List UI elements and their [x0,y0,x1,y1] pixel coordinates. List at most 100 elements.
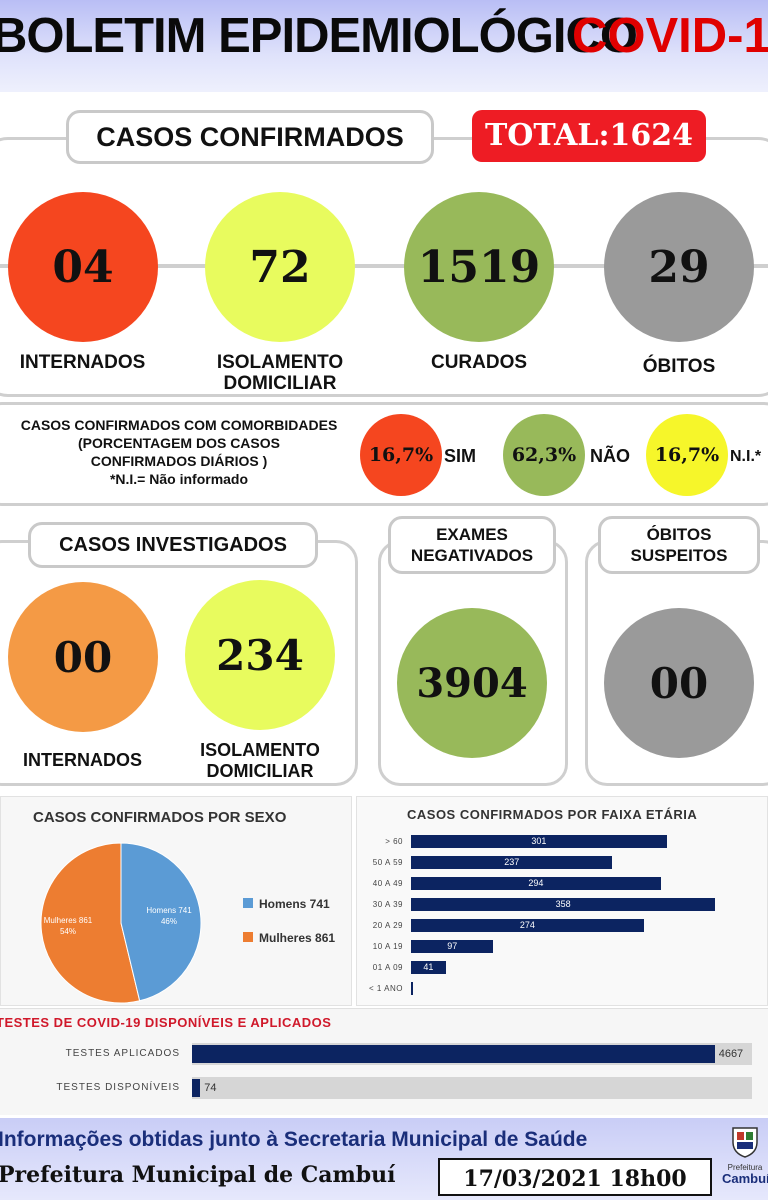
investigated-heading: CASOS INVESTIGADOS [28,522,318,568]
footer-logo: Prefeitura Cambuí [722,1124,768,1198]
pie-slice-homens [120,842,202,1002]
comorbid-ni-circle: 16,7% [646,414,728,496]
investigated-isolamento-circle: 234 [185,580,335,730]
negatives-value: 3904 [416,659,528,707]
investigated-isolamento-label1: ISOLAMENTO [200,740,320,760]
age-chart-panel: CASOS CONFIRMADOS POR FAIXA ETÁRIA > 60 3… [356,796,768,1006]
age-bar [411,919,644,932]
header-covid-title: COVID-19 [572,9,768,63]
curados-value: 1519 [417,241,541,293]
internados-circle: 04 [8,192,158,342]
age-tick-label: < 1 ANO [369,984,403,993]
isolamento-circle: 72 [205,192,355,342]
age-bar [411,835,667,848]
comorbid-ni-value: 16,7% [654,444,720,466]
legend-swatch-mulheres [243,932,253,942]
comorbid-line2: (PORCENTAGEM DOS CASOS [78,435,280,451]
legend-item-mulheres: Mulheres 861 [243,921,335,955]
test-bar [192,1045,715,1063]
footer-date: 17/03/2021 18h00 [438,1158,712,1196]
age-bar-value: 358 [555,899,571,909]
footer-logo-text2: Cambuí [722,1171,768,1186]
comorbid-sim-label: SIM [444,446,477,466]
pie-slice-mulheres [40,842,141,1004]
isolamento-value: 72 [249,241,311,293]
footer-line1: Informações obtidas junto à Secretaria M… [0,1128,588,1151]
comorbid-sim-circle: 16,7% [360,414,442,496]
legend-item-homens: Homens 741 [243,887,335,921]
header-title: BOLETIM EPIDEMIOLÓGICO [0,9,638,63]
comorbid-sim-value: 16,7% [368,444,434,466]
suspect-heading2: SUSPEITOS [630,546,728,565]
test-bar [192,1079,201,1097]
curados-label: CURADOS [430,352,528,373]
comorbid-line4: *N.I.= Não informado [109,471,249,487]
city-crest-icon [732,1127,758,1158]
tests-chart-panel: TESTES DE COVID-19 DISPONÍVEIS E APLICAD… [0,1008,768,1115]
test-rows: TESTES APLICADOS 4667 TESTES DISPONÍVEIS 74 [0,1039,768,1113]
confirmed-heading: CASOS CONFIRMADOS [66,110,434,164]
footer: Informações obtidas junto à Secretaria M… [0,1118,768,1200]
suspect-circle: 00 [604,608,754,758]
internados-value: 04 [52,241,114,293]
test-bar-track [192,1077,752,1099]
pie-label-homens: Homens 741 46% [139,905,199,927]
age-bar-value: 301 [531,836,547,846]
header-banner: BOLETIM EPIDEMIOLÓGICO COVID-19 [0,0,768,92]
age-rows: > 60 301 50 A 59 237 40 A 49 294 30 A 39 358 20 … [357,835,768,1003]
age-tick-label: 10 A 19 [372,942,403,951]
age-bar [411,856,613,869]
internados-label: INTERNADOS [19,352,146,373]
pie-label-mulheres-pct: 54% [59,927,76,936]
sex-chart-panel: CASOS CONFIRMADOS POR SEXO Homens 741 46… [0,796,352,1006]
age-bar [411,940,494,953]
investigated-internados-value: 00 [53,632,113,682]
legend-swatch-homens [243,898,253,908]
comorbid-line3: CONFIRMADOS DIÁRIOS ) [90,453,268,469]
isolamento-label: ISOLAMENTO DOMICILIAR [216,352,344,394]
comorbid-nao-circle: 62,3% [503,414,585,496]
investigated-internados-circle: 00 [8,582,158,732]
age-bar [411,877,661,890]
age-chart-title: CASOS CONFIRMADOS POR FAIXA ETÁRIA [407,807,698,822]
suspect-heading: ÓBITOS SUSPEITOS [598,516,760,574]
age-tick-label: 40 A 49 [372,879,403,888]
age-bar [411,898,716,911]
comorbid-nao-value: 62,3% [511,444,577,466]
test-bar-value: 74 [204,1082,217,1094]
pie-label-homens-pct: 46% [160,917,177,926]
test-tick-label: TESTES APLICADOS [65,1048,180,1059]
age-bar [411,982,413,995]
suspect-heading1: ÓBITOS [646,525,712,544]
negatives-heading2: NEGATIVADOS [410,546,534,565]
comorbid-text: CASOS CONFIRMADOS COM COMORBIDADES (PORC… [0,416,358,488]
total-badge: TOTAL:1624 [472,110,706,162]
age-bar-value: 41 [423,962,434,972]
negatives-circle: 3904 [397,608,547,758]
sex-legend: Homens 741 Mulheres 861 [243,887,335,955]
negatives-heading: EXAMES NEGATIVADOS [388,516,556,574]
age-bar-value: 237 [504,857,520,867]
sex-pie [40,842,202,1004]
investigated-isolamento-value: 234 [216,630,304,680]
tests-chart-title: TESTES DE COVID-19 DISPONÍVEIS E APLICAD… [0,1015,332,1030]
age-bar-value: 274 [519,920,535,930]
test-bar-value: 4667 [718,1048,744,1060]
legend-label-homens: Homens 741 [259,897,330,911]
test-tick-label: TESTES DISPONÍVEIS [56,1082,180,1093]
age-tick-label: 01 A 09 [372,963,403,972]
comorbid-nao-label: NÃO [590,446,630,466]
investigated-isolamento-label2: DOMICILIAR [206,761,314,781]
comorbid-ni-label: N.I.* [730,448,762,465]
obitos-value: 29 [648,241,710,293]
pie-label-mulheres-name: Mulheres 861 [43,916,93,925]
sex-chart-title: CASOS CONFIRMADOS POR SEXO [33,809,287,826]
curados-circle: 1519 [404,192,554,342]
confirmed-connector [0,264,768,268]
negatives-heading1: EXAMES [436,525,508,544]
investigated-internados-label: INTERNADOS [22,750,142,770]
age-bar [411,961,446,974]
pie-label-homens-name: Homens 741 [146,906,192,915]
suspect-value: 00 [649,658,709,708]
pie-label-mulheres: Mulheres 861 54% [37,915,99,937]
